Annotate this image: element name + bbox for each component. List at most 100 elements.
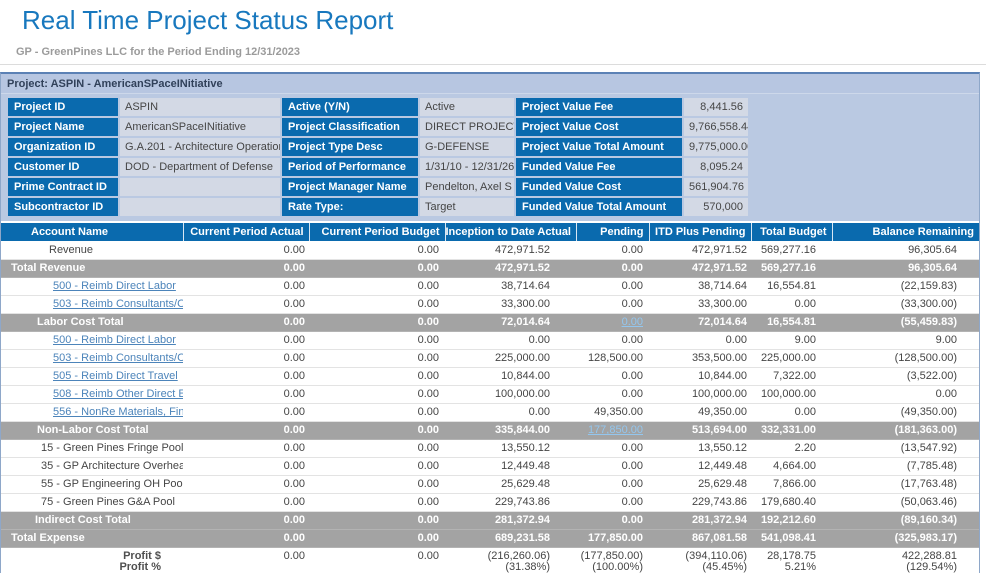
project-header: Project: ASPIN - AmericanSPaceINitiative — [1, 74, 979, 94]
value-cell: (128,500.00) — [832, 349, 979, 368]
value-cell: 0.00 — [309, 493, 445, 512]
profit-label: Profit $ — [123, 549, 161, 562]
value-cell: 7,322.00 — [751, 367, 832, 386]
profit-percent-value: 5.21% — [784, 560, 816, 573]
account-link[interactable]: 556 - NonRe Materials, Finished — [53, 406, 183, 418]
value-cell: 0.00 — [183, 241, 309, 260]
value-cell: 0.00 — [309, 295, 445, 314]
info-label: Period of Performance — [282, 158, 418, 176]
value-cell: 72,014.64 — [445, 313, 576, 332]
value-cell: 0.00 — [183, 439, 309, 458]
value-cell: 225,000.00 — [445, 349, 576, 368]
value-cell: 12,449.48 — [649, 457, 751, 476]
pending-link[interactable]: 0.00 — [621, 316, 643, 328]
value-cell: (22,159.83) — [832, 277, 979, 296]
info-label: Project Value Fee — [516, 98, 682, 116]
value-cell: 13,550.12 — [649, 439, 751, 458]
value-cell: 0.00 — [751, 403, 832, 422]
info-value: 570,000 — [684, 198, 748, 216]
account-label: Total Expense — [11, 532, 85, 544]
value-cell: 0.00 — [183, 511, 309, 530]
info-label: Project Value Total Amount — [516, 138, 682, 156]
profit-percent-value: (45.45%) — [702, 560, 747, 573]
account-cell: Non-Labor Cost Total — [1, 421, 183, 440]
value-cell: 332,331.00 — [751, 421, 832, 440]
profit-value-cell: (216,260.06) (31.38%) — [445, 547, 576, 573]
value-cell: 0.00 — [309, 385, 445, 404]
account-link[interactable]: 505 - Reimb Direct Travel — [53, 370, 178, 382]
info-label: Rate Type: — [282, 198, 418, 216]
total-row: Non-Labor Cost Total 0.00 0.00 335,844.00 17… — [1, 421, 979, 440]
value-cell: 0.00 — [183, 295, 309, 314]
column-header-current-period-actual: Current Period Actual — [183, 222, 310, 241]
account-link[interactable]: 503 - Reimb Consultants/Contrac — [53, 352, 183, 364]
value-cell: 0.00 — [576, 331, 649, 350]
value-cell: 16,554.81 — [751, 277, 832, 296]
table-row: 556 - NonRe Materials, Finished0.000.000… — [1, 403, 979, 422]
info-value: 8,441.56 — [684, 98, 748, 116]
page-title: Real Time Project Status Report — [22, 5, 394, 35]
info-value: G.A.201 - Architecture Operations — [120, 138, 280, 156]
value-cell: 281,372.94 — [445, 511, 576, 530]
info-value: DIRECT PROJECT — [420, 118, 514, 136]
account-label: Indirect Cost Total — [35, 514, 131, 526]
info-value: 8,095.24 — [684, 158, 748, 176]
project-info-grid: Project ID ASPIN Active (Y/N) Active Project… — [1, 94, 748, 216]
value-cell: 72,014.64 — [649, 313, 751, 332]
total-row: Total Expense 0.00 0.00 689,231.58 177,850.0… — [1, 529, 979, 548]
value-cell: 0.00 — [751, 295, 832, 314]
table-row: 15 - Green Pines Fringe Pool 0.00 0.00 13,5… — [1, 439, 979, 458]
value-cell: 96,305.64 — [832, 241, 979, 260]
info-label: Project Manager Name — [282, 178, 418, 196]
profit-percent-value — [183, 562, 305, 573]
table-row: Revenue 0.00 0.00 472,971.52 0.00 472,971.52 5… — [1, 241, 979, 260]
info-label: Project Type Desc — [282, 138, 418, 156]
info-value: Active — [420, 98, 514, 116]
value-cell: 0.00 — [576, 295, 649, 314]
table-row: 505 - Reimb Direct Travel 0.00 0.00 10,844.… — [1, 367, 979, 386]
value-cell: 100,000.00 — [445, 385, 576, 404]
account-link[interactable]: 500 - Reimb Direct Labor — [53, 280, 176, 292]
account-cell: 505 - Reimb Direct Travel — [1, 367, 183, 386]
account-label: Non-Labor Cost Total — [37, 424, 149, 436]
value-cell: 33,300.00 — [445, 295, 576, 314]
value-cell: 0.00 — [309, 421, 445, 440]
value-cell: 353,500.00 — [649, 349, 751, 368]
info-label: Prime Contract ID — [8, 178, 118, 196]
value-cell: 229,743.86 — [445, 493, 576, 512]
value-cell: 16,554.81 — [751, 313, 832, 332]
value-cell: (55,459.83) — [832, 313, 979, 332]
table-row: 503 - Reimb Consultants/Contrac0.000.003… — [1, 295, 979, 314]
account-link[interactable]: 508 - Reimb Other Direct Expens — [53, 388, 183, 400]
value-cell: 38,714.64 — [649, 277, 751, 296]
account-label: Revenue — [49, 243, 94, 256]
account-link[interactable]: 500 - Reimb Direct Labor — [53, 334, 176, 346]
value-cell: 25,629.48 — [649, 475, 751, 494]
value-cell: 0.00 — [183, 385, 309, 404]
value-cell: 0.00 — [576, 385, 649, 404]
value-cell: 192,212.60 — [751, 511, 832, 530]
table-row: 75 - Green Pines G&A Pool 0.00 0.00 229,743… — [1, 493, 979, 512]
value-cell: 0.00 — [183, 457, 309, 476]
value-cell: 177,850.00 — [576, 529, 649, 548]
account-label: 75 - Green Pines G&A Pool — [41, 496, 175, 508]
value-cell: 49,350.00 — [576, 403, 649, 422]
profit-percent-value: (100.00%) — [592, 560, 643, 573]
account-link[interactable]: 503 - Reimb Consultants/Contrac — [53, 298, 183, 310]
value-cell: 0.00 — [576, 259, 649, 278]
value-cell: 0.00 — [576, 475, 649, 494]
value-cell: (89,160.34) — [832, 511, 979, 530]
value-cell: 0.00 — [309, 331, 445, 350]
account-cell: 15 - Green Pines Fringe Pool — [1, 439, 183, 458]
column-header-pending: Pending — [576, 222, 650, 241]
value-cell: (50,063.46) — [832, 493, 979, 512]
value-cell: 0.00 — [309, 349, 445, 368]
value-cell: 10,844.00 — [649, 367, 751, 386]
value-cell: (33,300.00) — [832, 295, 979, 314]
table-row: 500 - Reimb Direct Labor 0.00 0.00 0.00 0.00… — [1, 331, 979, 350]
value-cell: 0.00 — [183, 331, 309, 350]
value-cell: 0.00 — [309, 259, 445, 278]
pending-link[interactable]: 177,850.00 — [587, 424, 643, 436]
value-cell: 38,714.64 — [445, 277, 576, 296]
account-label: 15 - Green Pines Fringe Pool — [41, 442, 183, 454]
